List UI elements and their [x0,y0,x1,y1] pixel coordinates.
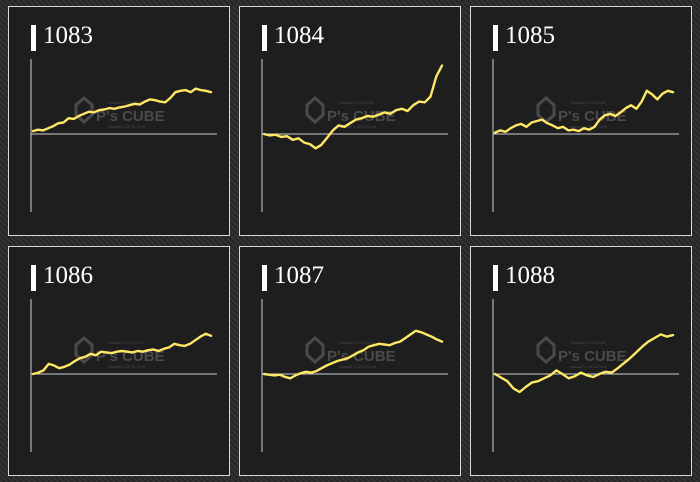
title-marker [493,25,498,51]
watermark-brand: P's CUBE [558,108,627,125]
watermark-line1: Sachiko 8 Oct 2018 [108,100,144,105]
watermark-line1: Sachiko 8 Oct 2018 [570,100,606,105]
watermark-line2: nakau2 1.25 14:10 B [339,364,376,369]
chart-panel-1086: P's CUBE Sachiko 8 Oct 2018 nakau2 1.25 14… [8,246,230,476]
watermark-brand: P's CUBE [327,108,396,125]
watermark-line2: nakau2 1.25 14:10 B [570,364,607,369]
chart-title: 1088 [505,262,555,289]
watermark-logo: P's CUBE Sachiko 8 Oct 2018 nakau2 1.25 14… [74,96,165,129]
series-line [31,87,213,133]
watermark-logo: P's CUBE Sachiko 8 Oct 2018 nakau2 1.25 14… [305,336,396,369]
chart-title: 1084 [274,22,324,49]
watermark-hexagon-icon [74,96,94,124]
chart-title: 1086 [43,262,93,289]
line-chart: P's CUBE Sachiko 8 Oct 2018 nakau2 1.25 14… [492,299,679,452]
line-chart: P's CUBE Sachiko 8 Oct 2018 nakau2 1.25 14… [30,59,217,212]
watermark-hexagon-icon [305,336,325,364]
chart-title: 1087 [274,262,324,289]
watermark-line1: Sachiko 8 Oct 2018 [108,340,144,345]
title-marker [262,265,267,291]
title-marker [31,25,36,51]
watermark-line1: Sachiko 8 Oct 2018 [570,340,606,345]
chart-title: 1085 [505,22,555,49]
watermark-logo: P's CUBE Sachiko 8 Oct 2018 nakau2 1.25 14… [305,96,396,129]
line-chart: P's CUBE Sachiko 8 Oct 2018 nakau2 1.25 14… [492,59,679,212]
line-chart: P's CUBE Sachiko 8 Oct 2018 nakau2 1.25 14… [261,59,448,212]
watermark-hexagon-icon [536,336,556,364]
series-line [262,64,444,150]
watermark-brand: P's CUBE [558,348,627,365]
watermark-hexagon-icon [305,96,325,124]
title-marker [31,265,36,291]
series-line [31,332,213,376]
watermark-line2: nakau2 1.25 14:10 B [339,124,376,129]
chart-panel-1085: P's CUBE Sachiko 8 Oct 2018 nakau2 1.25 14… [470,6,692,236]
watermark-logo: P's CUBE Sachiko 8 Oct 2018 nakau2 1.25 14… [536,336,627,369]
watermark-brand: P's CUBE [96,108,165,125]
chart-panel-1083: P's CUBE Sachiko 8 Oct 2018 nakau2 1.25 14… [8,6,230,236]
chart-title: 1083 [43,22,93,49]
watermark-hexagon-icon [536,96,556,124]
watermark-line2: nakau2 1.25 14:10 B [108,124,145,129]
watermark-line2: nakau2 1.25 14:10 B [108,364,145,369]
series-line [493,89,675,134]
watermark-line2: nakau2 1.25 14:10 B [570,124,607,129]
title-marker [493,265,498,291]
series-line [493,333,675,394]
chart-panel-1088: P's CUBE Sachiko 8 Oct 2018 nakau2 1.25 14… [470,246,692,476]
line-chart: P's CUBE Sachiko 8 Oct 2018 nakau2 1.25 14… [261,299,448,452]
series-line [262,329,444,380]
watermark-logo: P's CUBE Sachiko 8 Oct 2018 nakau2 1.25 14… [536,96,627,129]
watermark-line1: Sachiko 8 Oct 2018 [339,340,375,345]
chart-panel-1084: P's CUBE Sachiko 8 Oct 2018 nakau2 1.25 14… [239,6,461,236]
watermark-brand: P's CUBE [327,348,396,365]
watermark-line1: Sachiko 8 Oct 2018 [339,100,375,105]
chart-panel-1087: P's CUBE Sachiko 8 Oct 2018 nakau2 1.25 14… [239,246,461,476]
title-marker [262,25,267,51]
